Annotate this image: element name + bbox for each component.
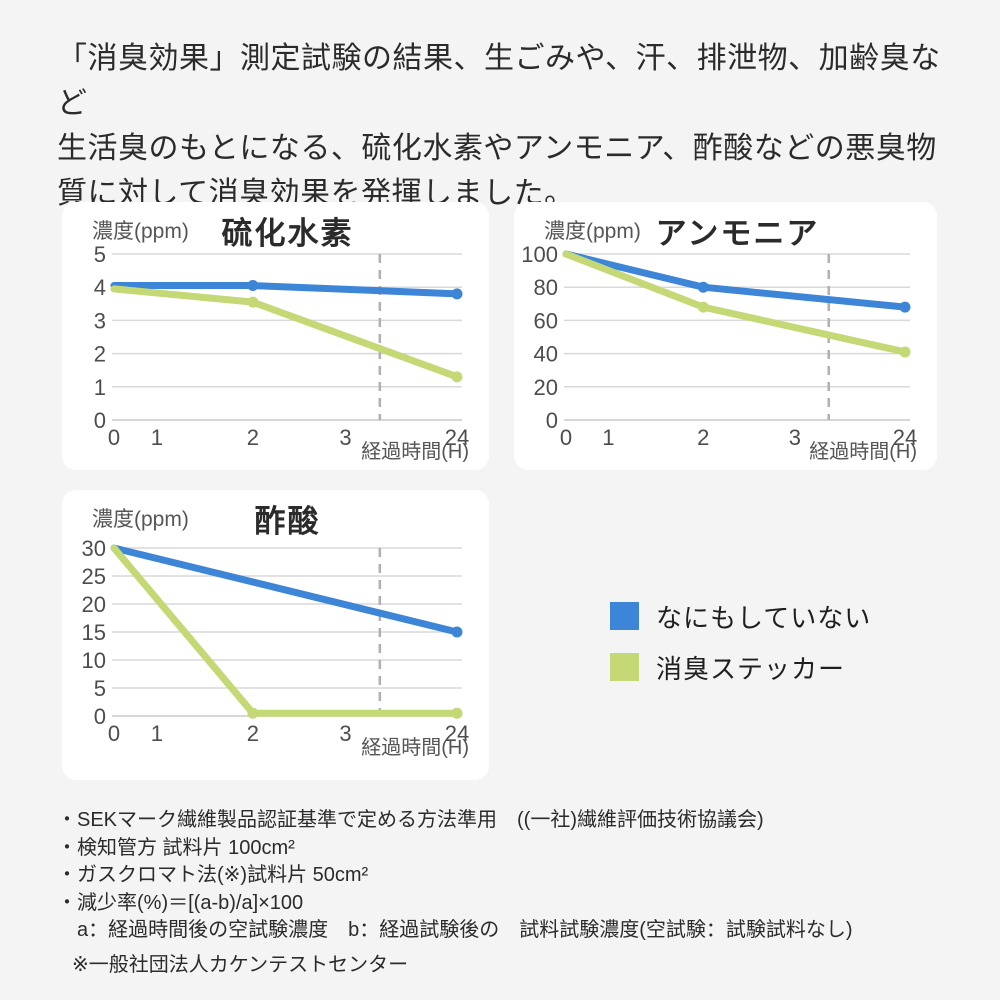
data-point-green <box>247 707 259 719</box>
x-tick-label: 2 <box>247 425 259 450</box>
y-axis-label: 濃度(ppm) <box>544 220 641 243</box>
chart-card-acetic-acid: 0 5 10 15 20 25 30 0 1 2 3 24 濃度(ppm) 酢酸 経過時間(H) <box>62 490 489 780</box>
y-tick-label: 5 <box>94 242 106 267</box>
x-tick-label: 2 <box>697 425 709 450</box>
chart-card-ammonia: 0 20 40 60 80 100 0 1 2 3 24 濃度(ppm) アンモニア 経過時間(H) <box>514 202 937 470</box>
y-tick-label: 20 <box>82 592 106 617</box>
series-line-green <box>110 285 461 381</box>
x-tick-label: 3 <box>789 425 801 450</box>
data-point-blue <box>451 288 463 300</box>
x-tick-label: 0 <box>108 425 120 450</box>
y-tick-label: 0 <box>546 408 558 433</box>
x-axis-label: 経過時間(H) <box>361 736 469 759</box>
data-point-blue <box>451 626 463 638</box>
data-point-green <box>247 296 259 308</box>
x-tick-label: 0 <box>108 721 120 746</box>
x-tick-label: 1 <box>151 425 163 450</box>
data-point-blue <box>899 301 911 313</box>
test-center-note: ※一般社団法人カケンテストセンター <box>72 954 409 976</box>
data-point-green <box>451 371 463 383</box>
footnote-line: ・減少率(%)＝[(a-b)/a]×100 <box>57 891 304 914</box>
y-tick-label: 25 <box>82 564 106 589</box>
y-tick-label: 100 <box>521 242 558 267</box>
chart-card-hydrogen-sulfide: 0 1 2 3 4 5 0 1 2 3 24 濃度(ppm) 硫化水素 経過時間(H) <box>62 202 489 470</box>
x-tick-label: 1 <box>151 721 163 746</box>
header-line-1: 「消臭効果」測定試験の結果、生ごみや、汗、排泄物、加齢臭など <box>57 42 941 120</box>
legend-swatch-green <box>610 653 639 681</box>
x-tick-label: 3 <box>339 721 351 746</box>
data-point-blue <box>697 281 709 293</box>
x-tick-label: 0 <box>560 425 572 450</box>
data-point-blue <box>247 280 259 292</box>
footnotes: ・SEKマーク繊維製品認証基準で定める方法準用 ((一社)繊維評価技術協議会) … <box>57 807 853 945</box>
legend-item-no-treatment: なにもしていない <box>610 601 871 633</box>
x-tick-label: 3 <box>339 425 351 450</box>
y-tick-label: 1 <box>94 375 106 400</box>
y-tick-label: 10 <box>82 648 106 673</box>
series-line-blue <box>562 250 909 311</box>
x-tick-label: 1 <box>602 425 614 450</box>
data-point-green <box>697 301 709 313</box>
y-axis-label: 濃度(ppm) <box>92 508 189 531</box>
series-line-blue <box>110 544 461 636</box>
chart-title: 硫化水素 <box>222 216 354 251</box>
y-tick-label: 30 <box>82 536 106 561</box>
x-axis-label: 経過時間(H) <box>361 440 469 463</box>
y-tick-label: 4 <box>94 275 106 300</box>
x-tick-label: 24 <box>445 425 469 450</box>
y-tick-label: 3 <box>94 308 106 333</box>
y-tick-label: 15 <box>82 620 106 645</box>
y-tick-label: 2 <box>94 342 106 367</box>
y-tick-label: 60 <box>534 308 558 333</box>
data-point-green <box>899 346 911 358</box>
y-tick-label: 80 <box>534 275 558 300</box>
footnote-line: ・検知管方 試料片 100cm² <box>57 836 295 859</box>
y-axis-label: 濃度(ppm) <box>92 220 189 243</box>
y-tick-label: 20 <box>534 375 558 400</box>
y-tick-label: 5 <box>94 676 106 701</box>
chart-title: アンモニア <box>656 216 820 251</box>
footnote-line: ・SEKマーク繊維製品認証基準で定める方法準用 ((一社)繊維評価技術協議会) <box>57 809 764 831</box>
chart-title: 酢酸 <box>255 504 321 539</box>
legend-item-deodorant-sticker: 消臭ステッカー <box>610 652 871 684</box>
header-line-2: 生活臭のもとになる、硫化水素やアンモニア、酢酸などの悪臭物 <box>57 132 937 165</box>
legend-label: 消臭ステッカー <box>656 653 846 684</box>
footnote-line: ・ガスクロマト法(※)試料片 50cm² <box>57 864 369 886</box>
x-tick-label: 24 <box>893 425 917 450</box>
y-tick-label: 40 <box>534 342 558 367</box>
footnote-line: a：経過時間後の空試験濃度 b：経過試験後の 試料試験濃度(空試験：試験試料なし… <box>57 919 853 941</box>
header-text: 「消臭効果」測定試験の結果、生ごみや、汗、排泄物、加齢臭など 生活臭のもとになる… <box>57 36 967 216</box>
x-tick-label: 2 <box>247 721 259 746</box>
x-tick-label: 24 <box>445 721 469 746</box>
y-tick-label: 0 <box>94 408 106 433</box>
legend-swatch-blue <box>610 602 639 630</box>
chart-legend: なにもしていない 消臭ステッカー <box>610 601 871 703</box>
data-point-green <box>451 707 463 719</box>
y-tick-label: 0 <box>94 704 106 729</box>
x-axis-label: 経過時間(H) <box>809 440 917 463</box>
legend-label: なにもしていない <box>656 602 872 633</box>
